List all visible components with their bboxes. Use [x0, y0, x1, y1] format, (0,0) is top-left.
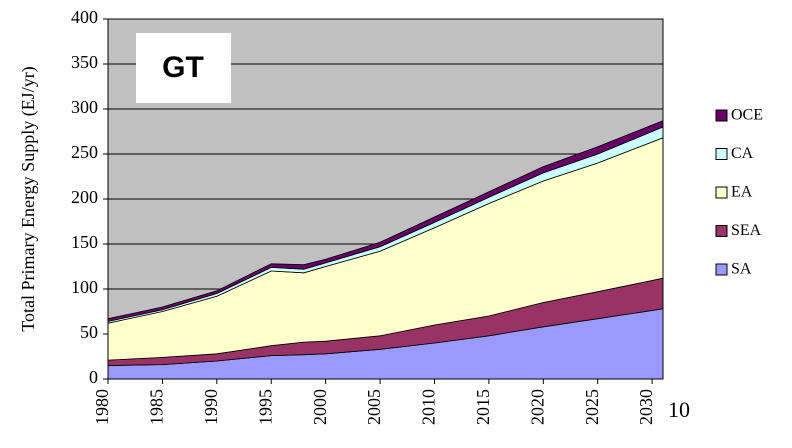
x-tick-label: 2030 — [636, 389, 656, 425]
legend-label: SA — [731, 261, 752, 278]
legend-label: OCE — [731, 107, 763, 124]
y-tick-label: 150 — [71, 232, 98, 252]
y-tick-label: 50 — [80, 322, 98, 342]
x-tick-label: 2025 — [582, 389, 602, 425]
legend-label: EA — [731, 184, 753, 201]
legend-swatch — [715, 225, 728, 237]
x-tick-label: 2015 — [473, 389, 493, 425]
annotation: 10 — [668, 397, 690, 422]
y-tick-label: 100 — [71, 277, 98, 297]
legend-label: SEA — [731, 222, 762, 239]
y-axis-label: Total Primary Energy Supply (EJ/yr) — [18, 66, 39, 331]
legend-swatch — [715, 186, 728, 199]
x-tick-label: 2005 — [364, 389, 384, 425]
y-tick-label: 200 — [71, 187, 98, 207]
x-tick-label: 2020 — [527, 389, 547, 425]
y-tick-label: 400 — [71, 7, 98, 27]
y-tick-label: 300 — [71, 97, 98, 117]
x-tick-label: 1990 — [201, 389, 221, 425]
x-tick-label: 2000 — [310, 389, 330, 425]
x-tick-label: 1980 — [92, 389, 112, 425]
x-tick-label: 1985 — [147, 389, 167, 425]
y-tick-label: 350 — [71, 52, 98, 72]
legend-label: CA — [731, 145, 754, 162]
x-tick-label: 1995 — [255, 389, 275, 425]
y-tick-label: 0 — [89, 367, 98, 387]
annotation: GT — [162, 51, 204, 84]
x-tick-label: 2010 — [419, 389, 439, 425]
legend-swatch — [715, 263, 728, 276]
legend-swatch — [715, 148, 728, 160]
annotation-box — [136, 33, 231, 103]
y-tick-label: 250 — [71, 142, 98, 162]
legend-swatch — [715, 109, 728, 122]
plot-frame — [107, 18, 664, 380]
